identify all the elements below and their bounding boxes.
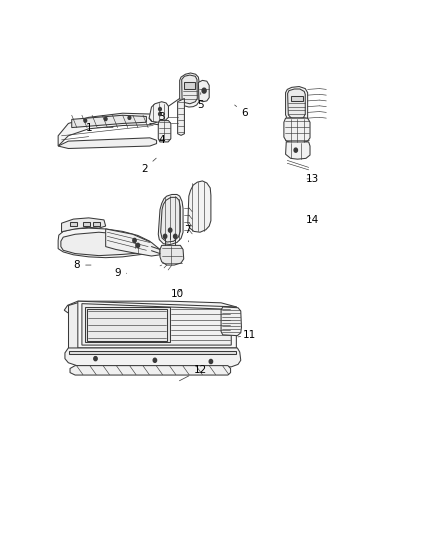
Polygon shape: [178, 99, 184, 135]
Polygon shape: [65, 348, 241, 367]
Polygon shape: [87, 309, 167, 341]
Polygon shape: [161, 197, 180, 242]
Polygon shape: [291, 96, 303, 101]
Polygon shape: [70, 366, 230, 375]
Polygon shape: [70, 222, 78, 227]
Polygon shape: [221, 307, 241, 336]
Polygon shape: [58, 138, 156, 149]
Text: 4: 4: [159, 135, 169, 145]
Text: 2: 2: [141, 158, 156, 174]
Circle shape: [104, 117, 107, 120]
Polygon shape: [67, 302, 78, 348]
Polygon shape: [61, 232, 149, 256]
Polygon shape: [184, 83, 195, 88]
Polygon shape: [83, 222, 90, 227]
Polygon shape: [188, 181, 211, 232]
Text: 1: 1: [85, 123, 113, 133]
Text: 7: 7: [184, 225, 191, 242]
Polygon shape: [284, 118, 310, 143]
Text: 14: 14: [306, 215, 319, 225]
Circle shape: [133, 238, 136, 243]
Polygon shape: [85, 307, 170, 342]
Circle shape: [128, 116, 131, 119]
Text: 11: 11: [238, 330, 257, 340]
Text: 3: 3: [158, 112, 165, 122]
Circle shape: [294, 148, 297, 152]
Polygon shape: [64, 301, 238, 314]
Polygon shape: [288, 89, 305, 119]
Polygon shape: [160, 245, 184, 265]
Polygon shape: [180, 73, 199, 107]
Circle shape: [209, 359, 212, 364]
Circle shape: [169, 228, 172, 232]
Polygon shape: [61, 218, 106, 232]
Polygon shape: [106, 229, 160, 256]
Text: 8: 8: [74, 260, 91, 270]
Text: 5: 5: [198, 93, 204, 110]
Circle shape: [136, 243, 140, 247]
Circle shape: [159, 108, 161, 111]
Circle shape: [159, 112, 161, 116]
Polygon shape: [158, 120, 171, 142]
Text: 10: 10: [170, 289, 184, 299]
Text: 13: 13: [306, 174, 319, 184]
Text: 6: 6: [235, 105, 248, 118]
Text: 9: 9: [114, 268, 127, 278]
Polygon shape: [198, 80, 209, 102]
Circle shape: [163, 235, 167, 238]
Polygon shape: [149, 102, 169, 122]
Circle shape: [84, 119, 87, 122]
Polygon shape: [158, 195, 183, 245]
Circle shape: [202, 88, 206, 93]
Polygon shape: [93, 222, 100, 227]
Polygon shape: [78, 301, 237, 348]
Circle shape: [173, 235, 177, 238]
Polygon shape: [72, 115, 146, 127]
Polygon shape: [286, 142, 310, 159]
Polygon shape: [82, 304, 231, 345]
Polygon shape: [182, 75, 197, 104]
Polygon shape: [286, 86, 307, 122]
Polygon shape: [58, 228, 153, 257]
Circle shape: [153, 358, 156, 362]
Text: 12: 12: [180, 365, 207, 381]
Polygon shape: [58, 113, 156, 146]
Polygon shape: [69, 351, 237, 354]
Circle shape: [94, 357, 97, 361]
